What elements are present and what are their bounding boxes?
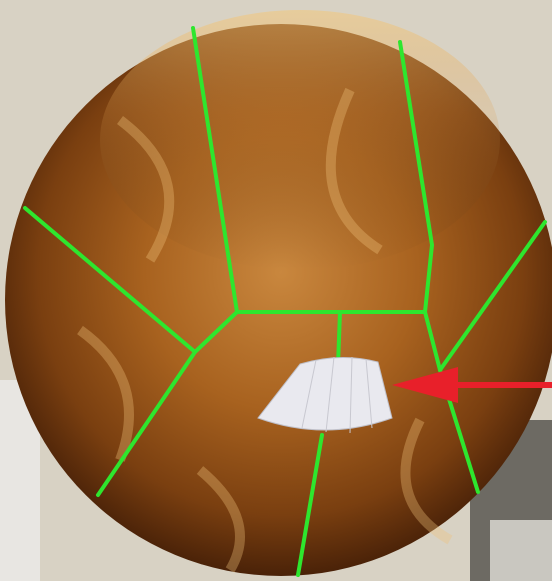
seam — [191, 26, 239, 314]
seam — [336, 310, 342, 367]
seam — [23, 206, 197, 354]
seam — [96, 310, 239, 497]
panel-segments — [301, 356, 373, 434]
seam — [296, 433, 324, 577]
seam — [438, 220, 547, 372]
equipment-detail — [490, 520, 552, 581]
seam — [398, 40, 434, 314]
red-arrow — [392, 367, 552, 403]
seam-lines — [23, 26, 547, 577]
arrow-head — [392, 367, 458, 403]
white-panel — [257, 356, 393, 431]
foil-wrinkles — [77, 87, 453, 573]
